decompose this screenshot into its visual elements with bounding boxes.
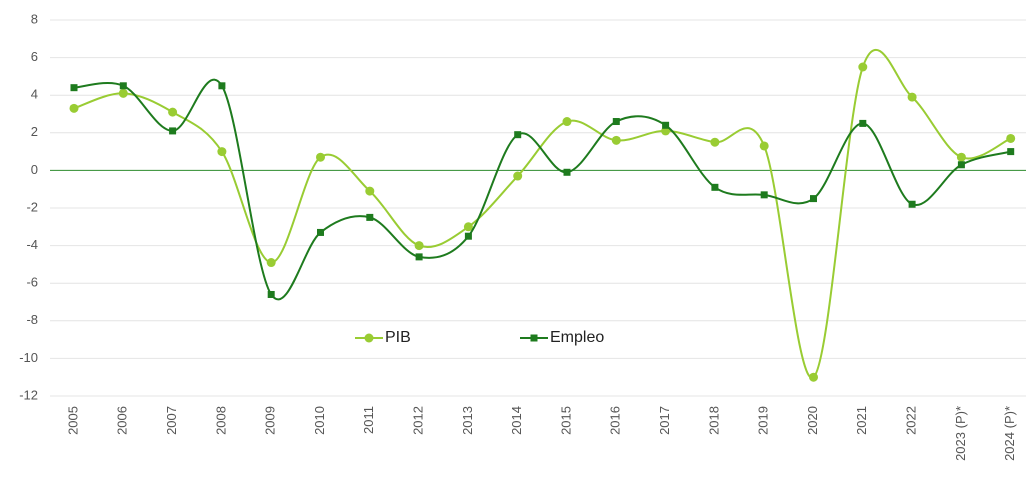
y-tick-label: 6 bbox=[31, 49, 38, 64]
data-point bbox=[218, 82, 226, 90]
y-tick-label: 2 bbox=[31, 124, 38, 139]
data-point bbox=[563, 168, 571, 176]
x-tick-label: 2008 bbox=[213, 406, 228, 435]
data-point bbox=[760, 191, 768, 199]
data-point bbox=[169, 127, 177, 135]
data-point bbox=[366, 213, 374, 221]
x-tick-label: 2022 bbox=[904, 406, 919, 435]
data-point bbox=[514, 131, 522, 139]
x-tick-label: 2007 bbox=[164, 406, 179, 435]
y-tick-label: 8 bbox=[31, 11, 38, 26]
x-tick-label: 2020 bbox=[805, 406, 820, 435]
x-tick-label: 2009 bbox=[263, 406, 278, 435]
data-point bbox=[810, 195, 817, 203]
y-tick-label: -8 bbox=[26, 312, 38, 327]
legend-label: Empleo bbox=[550, 329, 604, 346]
data-point bbox=[365, 186, 375, 196]
x-tick-label: 2014 bbox=[509, 406, 524, 435]
data-point bbox=[711, 183, 719, 191]
x-tick-label: 2015 bbox=[558, 406, 573, 435]
legend-marker bbox=[364, 333, 374, 343]
data-point bbox=[266, 258, 276, 268]
data-point bbox=[611, 135, 621, 145]
data-point bbox=[464, 232, 472, 240]
data-point bbox=[1007, 148, 1015, 156]
data-point bbox=[69, 103, 79, 113]
x-tick-label: 2013 bbox=[460, 406, 475, 435]
x-tick-label: 2017 bbox=[657, 406, 672, 435]
series-line bbox=[73, 48, 1012, 379]
data-point bbox=[168, 107, 178, 117]
data-point bbox=[562, 117, 572, 127]
data-point bbox=[859, 119, 867, 127]
x-tick-label: 2016 bbox=[608, 406, 623, 435]
series-line bbox=[73, 78, 1011, 301]
y-tick-label: -12 bbox=[19, 387, 38, 402]
y-tick-label: -10 bbox=[19, 350, 38, 365]
data-point bbox=[217, 147, 227, 157]
x-tick-label: 2012 bbox=[411, 406, 426, 435]
data-point bbox=[414, 241, 424, 251]
x-tick-label: 2011 bbox=[361, 406, 376, 434]
y-tick-label: -4 bbox=[26, 237, 38, 252]
data-point bbox=[463, 222, 473, 232]
data-point bbox=[119, 82, 127, 90]
data-point bbox=[317, 228, 324, 236]
data-point bbox=[858, 62, 868, 72]
x-tick-label: 2021 bbox=[854, 406, 869, 435]
x-tick-label: 2019 bbox=[756, 406, 771, 435]
data-point bbox=[759, 141, 769, 151]
legend-marker bbox=[530, 334, 538, 342]
data-point bbox=[957, 161, 965, 169]
x-tick-label: 2024 (P)* bbox=[1002, 406, 1017, 461]
data-point bbox=[907, 92, 917, 102]
data-point bbox=[513, 171, 523, 181]
data-point bbox=[956, 152, 966, 162]
data-point bbox=[415, 253, 423, 261]
x-tick-label: 2010 bbox=[312, 406, 327, 435]
data-point bbox=[1006, 133, 1016, 143]
y-tick-label: -2 bbox=[26, 199, 38, 214]
data-point bbox=[118, 88, 128, 98]
x-tick-label: 2023 (P)* bbox=[953, 406, 968, 461]
x-tick-label: 2006 bbox=[115, 406, 130, 435]
data-point bbox=[710, 137, 720, 147]
y-tick-label: 0 bbox=[31, 162, 38, 177]
data-point bbox=[612, 118, 620, 126]
data-point bbox=[662, 121, 670, 129]
data-point bbox=[316, 152, 325, 162]
x-tick-label: 2018 bbox=[706, 406, 721, 435]
data-point bbox=[908, 200, 916, 208]
legend-label: PIB bbox=[385, 329, 411, 346]
data-point bbox=[809, 372, 818, 382]
y-tick-label: -6 bbox=[26, 275, 38, 290]
x-tick-label: 2005 bbox=[65, 406, 80, 435]
data-point bbox=[267, 290, 275, 298]
y-tick-label: 4 bbox=[31, 87, 38, 102]
data-point bbox=[70, 84, 78, 92]
